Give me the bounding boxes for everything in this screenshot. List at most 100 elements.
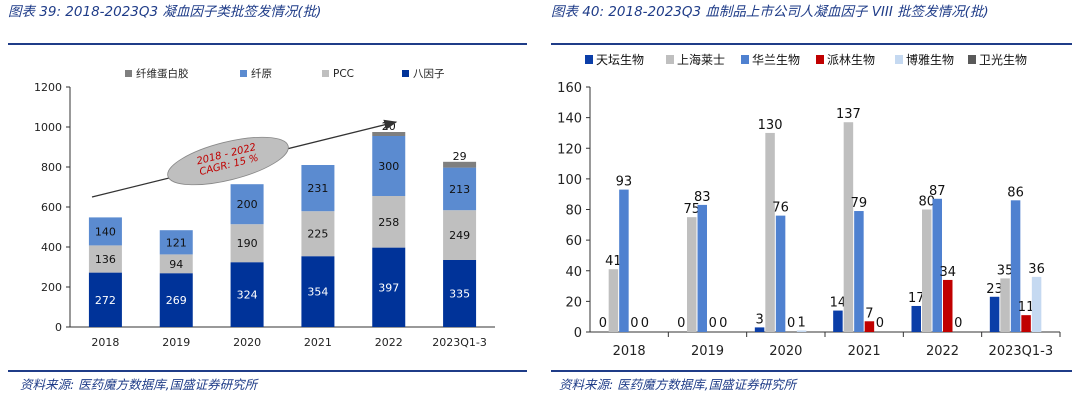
- right-bar: [922, 209, 932, 332]
- left-bar-data-label: 140: [95, 225, 116, 238]
- left-bar-data-label: 121: [166, 236, 187, 249]
- left-bar-data-label: 258: [378, 216, 399, 229]
- left-bar-segment: [372, 196, 406, 248]
- right-bar-data-label: 0: [787, 316, 795, 331]
- left-legend-swatch: [240, 70, 247, 77]
- right-bar-data-label: 79: [851, 196, 868, 211]
- right-bar: [697, 204, 707, 332]
- left-chart-title: 图表 39: 2018-2023Q3 凝血因子类批签发情况(批): [8, 4, 322, 20]
- right-bar: [608, 269, 619, 332]
- right-bar-data-label: 87: [929, 184, 946, 199]
- right-bar: [619, 189, 629, 332]
- left-bar-data-label: 397: [378, 281, 399, 294]
- left-bar-data-label: 300: [378, 160, 399, 173]
- left-legend-label: 八因子: [413, 68, 445, 80]
- right-y-tick-label: 140: [557, 112, 582, 127]
- right-bar: [687, 217, 697, 332]
- left-y-tick-label: 200: [41, 281, 62, 294]
- left-bar-segment: [301, 165, 335, 212]
- right-bar-data-label: 0: [954, 316, 962, 331]
- left-bar-segment: [159, 273, 193, 327]
- right-bar-data-label: 93: [616, 175, 633, 190]
- right-legend-label: 上海莱士: [677, 52, 725, 67]
- right-bar-data-label: 35: [997, 263, 1014, 278]
- right-bar-data-label: 36: [1028, 262, 1045, 277]
- left-legend-label: 纤维蛋白胶: [136, 67, 189, 80]
- left-bar-data-label: 225: [307, 228, 328, 241]
- left-x-tick-label: 2019: [162, 336, 190, 349]
- left-legend-label: 纤原: [251, 67, 272, 80]
- right-x-tick-label: 2018: [613, 344, 646, 359]
- right-bar: [1031, 276, 1042, 332]
- right-bar-data-label: 23: [986, 282, 1003, 297]
- right-bar: [943, 279, 953, 332]
- right-bar-data-label: 0: [641, 316, 649, 331]
- right-legend-swatch: [895, 55, 903, 64]
- right-bar: [796, 330, 807, 332]
- left-bar-segment: [159, 230, 193, 255]
- right-bar-data-label: 137: [836, 107, 861, 122]
- left-x-tick-label: 2020: [233, 336, 261, 349]
- left-bar-data-label: 213: [449, 183, 470, 196]
- left-bar-segment: [372, 247, 406, 327]
- left-bar-segment: [230, 262, 264, 327]
- left-bar-segment: [443, 161, 477, 168]
- left-title-rule: [8, 43, 527, 45]
- right-legend-label: 天坛生物: [596, 53, 644, 67]
- right-y-tick-label: 160: [557, 81, 582, 96]
- right-bar-data-label: 41: [605, 254, 622, 269]
- left-legend-label: PCC: [333, 68, 354, 80]
- left-bar-data-label: 190: [237, 237, 258, 250]
- left-bar-segment: [301, 211, 335, 257]
- left-y-tick-label: 600: [41, 201, 62, 214]
- right-bar-data-label: 0: [599, 316, 607, 331]
- right-bar: [864, 321, 875, 332]
- left-source-rule: [8, 370, 527, 372]
- right-y-tick-label: 80: [565, 204, 582, 219]
- left-x-tick-label: 2023Q1-3: [432, 336, 487, 349]
- right-bar-data-label: 0: [876, 316, 884, 331]
- right-y-tick-label: 0: [574, 326, 582, 341]
- cagr-ellipse: [167, 136, 289, 186]
- right-legend-swatch: [816, 55, 824, 64]
- right-bar-data-label: 1: [797, 315, 805, 330]
- right-bar: [911, 305, 921, 332]
- right-bar: [754, 327, 765, 332]
- right-bar: [1010, 200, 1021, 332]
- right-legend-swatch: [666, 55, 674, 64]
- right-y-tick-label: 100: [557, 173, 582, 188]
- right-y-tick-label: 60: [565, 234, 582, 249]
- right-bar-data-label: 34: [939, 265, 956, 280]
- right-legend-label: 派林生物: [827, 53, 875, 67]
- right-legend-label: 卫光生物: [979, 53, 1027, 67]
- left-bar-data-label: 231: [307, 182, 328, 195]
- right-bar-data-label: 83: [694, 190, 711, 205]
- left-bar-segment: [159, 254, 193, 274]
- right-legend-swatch: [741, 55, 749, 64]
- right-chart-title: 图表 40: 2018-2023Q3 血制品上市公司人凝血因子 VIII 批签发…: [551, 4, 989, 20]
- left-bar-segment: [372, 132, 406, 136]
- left-bar-segment: [88, 245, 122, 273]
- right-bar-data-label: 0: [709, 316, 717, 331]
- left-bar-data-label: 335: [449, 288, 470, 301]
- right-bar-data-label: 130: [758, 118, 783, 133]
- right-bar: [932, 198, 942, 332]
- left-legend-swatch: [322, 70, 329, 77]
- right-title-rule: [551, 43, 1072, 45]
- left-bar-data-label: 272: [95, 294, 116, 307]
- right-bar: [833, 310, 843, 332]
- left-bar-data-label: 269: [166, 294, 187, 307]
- right-bar-data-label: 11: [1018, 300, 1035, 315]
- left-bar-segment: [88, 217, 122, 246]
- right-source-note: 资料来源: 医药魔方数据库,国盛证券研究所: [559, 377, 797, 392]
- left-y-tick-label: 0: [55, 321, 62, 334]
- left-bar-data-label: 200: [237, 198, 258, 211]
- left-bar-data-label: 324: [237, 289, 258, 302]
- right-legend-label: 华兰生物: [752, 53, 800, 67]
- left-bar-segment: [372, 136, 406, 196]
- left-bar-data-label: 136: [95, 253, 116, 266]
- right-y-tick-label: 40: [565, 265, 582, 280]
- right-bar-data-label: 76: [772, 201, 789, 216]
